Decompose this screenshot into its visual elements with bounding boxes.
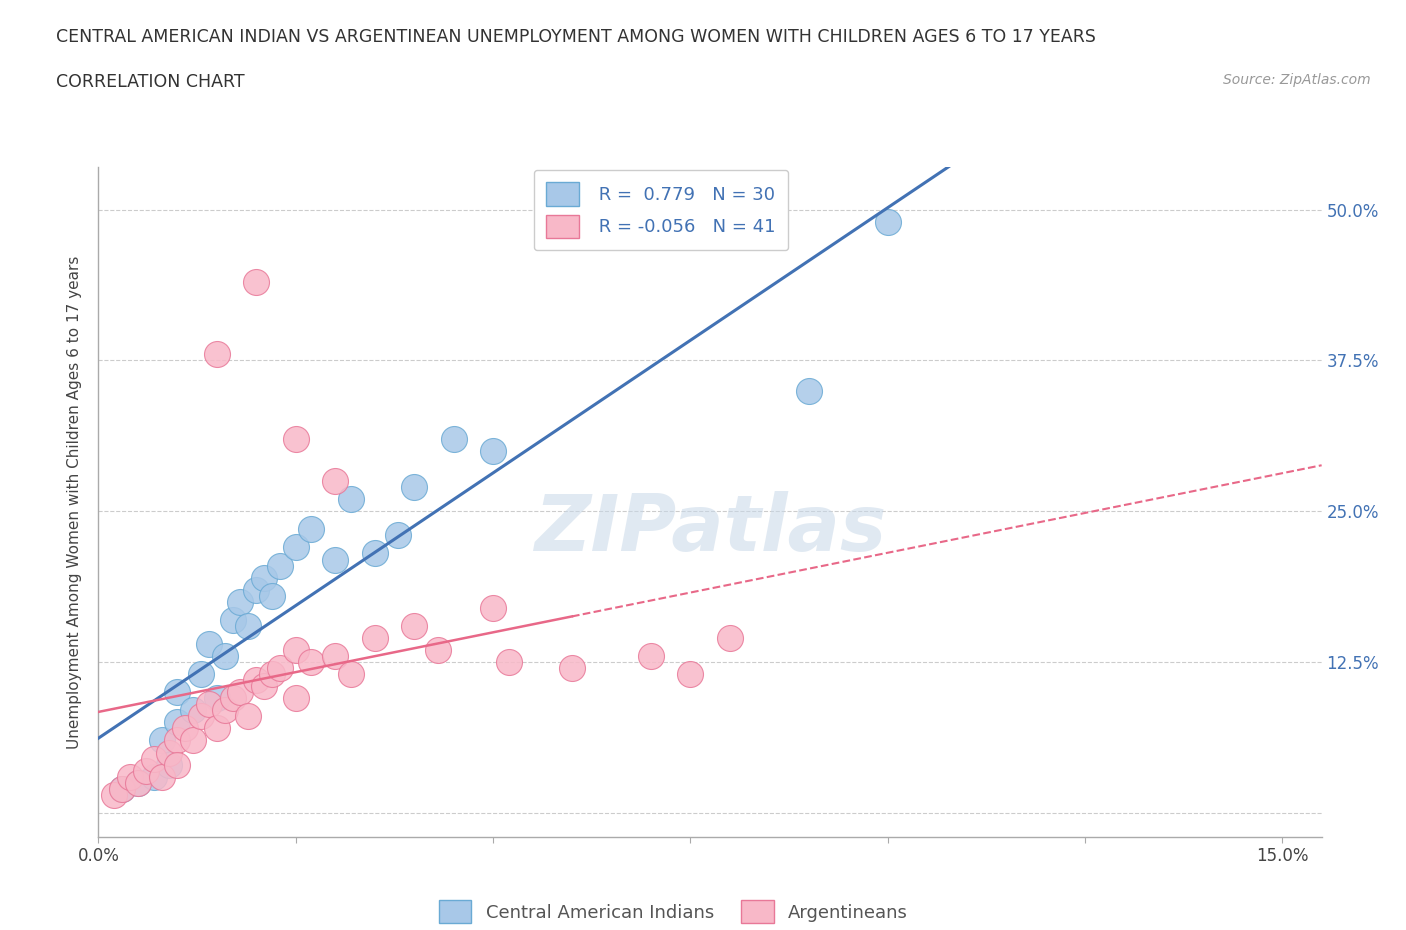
Point [190, 667, 212, 682]
Point [426, 643, 449, 658]
Point [190, 709, 212, 724]
Point [245, 582, 267, 597]
Point [127, 776, 149, 790]
Point [150, 769, 173, 784]
Point [269, 660, 291, 675]
Point [640, 648, 662, 663]
Point [205, 691, 228, 706]
Point [221, 612, 243, 627]
Point [269, 558, 291, 573]
Point [482, 444, 505, 458]
Point [284, 691, 307, 706]
Point [260, 667, 283, 682]
Point [166, 715, 188, 730]
Text: CENTRAL AMERICAN INDIAN VS ARGENTINEAN UNEMPLOYMENT AMONG WOMEN WITH CHILDREN AG: CENTRAL AMERICAN INDIAN VS ARGENTINEAN U… [56, 28, 1097, 46]
Point [797, 383, 820, 398]
Point [387, 528, 409, 543]
Point [159, 757, 181, 772]
Point [245, 274, 267, 289]
Point [260, 589, 283, 604]
Point [118, 769, 141, 784]
Point [229, 684, 252, 699]
Point [340, 667, 363, 682]
Point [229, 594, 252, 609]
Point [363, 631, 385, 645]
Point [679, 667, 702, 682]
Point [443, 432, 465, 446]
Point [142, 751, 165, 766]
Point [561, 660, 583, 675]
Point [159, 745, 181, 760]
Point [718, 631, 741, 645]
Point [245, 672, 267, 687]
Point [205, 721, 228, 736]
Point [340, 492, 363, 507]
Point [166, 757, 188, 772]
Point [127, 776, 149, 790]
Text: CORRELATION CHART: CORRELATION CHART [56, 73, 245, 90]
Y-axis label: Unemployment Among Women with Children Ages 6 to 17 years: Unemployment Among Women with Children A… [67, 256, 83, 749]
Text: ZIPatlas: ZIPatlas [534, 491, 886, 567]
Point [111, 781, 134, 796]
Point [166, 733, 188, 748]
Point [103, 788, 125, 803]
Point [323, 648, 346, 663]
Point [142, 769, 165, 784]
Point [482, 601, 505, 616]
Point [876, 214, 898, 229]
Point [404, 618, 426, 633]
Point [214, 648, 236, 663]
Point [253, 679, 276, 694]
Text: Source: ZipAtlas.com: Source: ZipAtlas.com [1223, 73, 1371, 86]
Point [238, 709, 260, 724]
Point [253, 570, 276, 585]
Point [301, 522, 323, 537]
Point [284, 643, 307, 658]
Point [150, 733, 173, 748]
Point [323, 473, 346, 488]
Point [238, 618, 260, 633]
Point [135, 764, 157, 778]
Point [205, 347, 228, 362]
Point [198, 697, 221, 711]
Point [198, 636, 221, 651]
Point [174, 721, 197, 736]
Point [181, 703, 204, 718]
Point [221, 691, 243, 706]
Point [181, 733, 204, 748]
Point [284, 540, 307, 555]
Point [166, 684, 188, 699]
Point [111, 781, 134, 796]
Point [498, 655, 520, 670]
Legend: Central American Indians, Argentineans: Central American Indians, Argentineans [432, 893, 915, 930]
Point [363, 546, 385, 561]
Point [323, 552, 346, 567]
Point [214, 703, 236, 718]
Point [404, 480, 426, 495]
Point [284, 432, 307, 446]
Point [301, 655, 323, 670]
